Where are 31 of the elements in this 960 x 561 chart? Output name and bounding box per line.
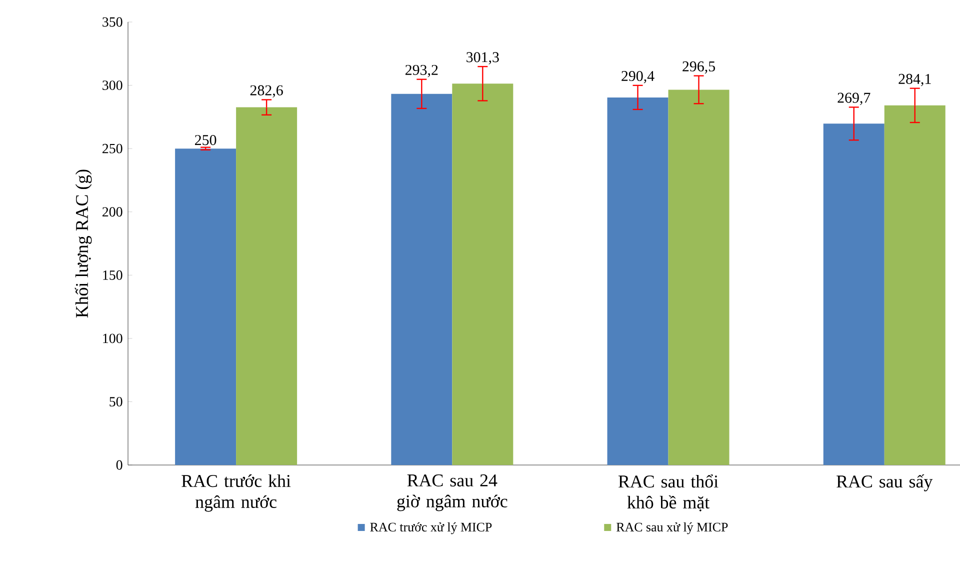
bar [175,148,236,465]
y-axis-title: Khối lượng RAC (g) [74,170,92,318]
y-tick-label: 150 [103,270,122,280]
x-tick-label: RAC sau 24 giờ ngâm nước [397,474,508,512]
legend-label: RAC trước xử lý MICP [370,522,492,534]
y-tick-label: 100 [103,334,122,344]
bar [236,107,298,465]
y-tick-label: 350 [102,17,122,27]
y-tick-label: 250 [102,144,122,154]
y-tick-label: 0 [116,460,122,470]
data-label: 290,4 [622,70,654,84]
x-tick-label: RAC sau sấy [836,474,933,492]
y-tick-label: 50 [110,397,122,406]
bar [391,94,452,465]
bar [884,105,946,465]
bar [452,84,514,465]
x-tick-label: RAC sau thổi khô bề mặt [618,474,718,512]
bar [823,124,884,465]
data-label: 284,1 [898,74,931,86]
bar [668,90,730,465]
data-label: 296,5 [682,61,715,74]
x-tick-label: RAC trước khi ngâm nước [182,474,291,512]
y-tick-label: 200 [102,207,122,217]
bar [607,97,668,465]
data-label: 269,7 [838,92,870,105]
data-label: 250 [195,135,216,146]
data-label: 293,2 [406,64,438,78]
y-tick-label: 300 [102,80,122,90]
data-label: 301,3 [466,52,499,64]
legend-label: RAC sau xử lý MICP [616,522,728,534]
data-label: 282,6 [250,85,283,98]
